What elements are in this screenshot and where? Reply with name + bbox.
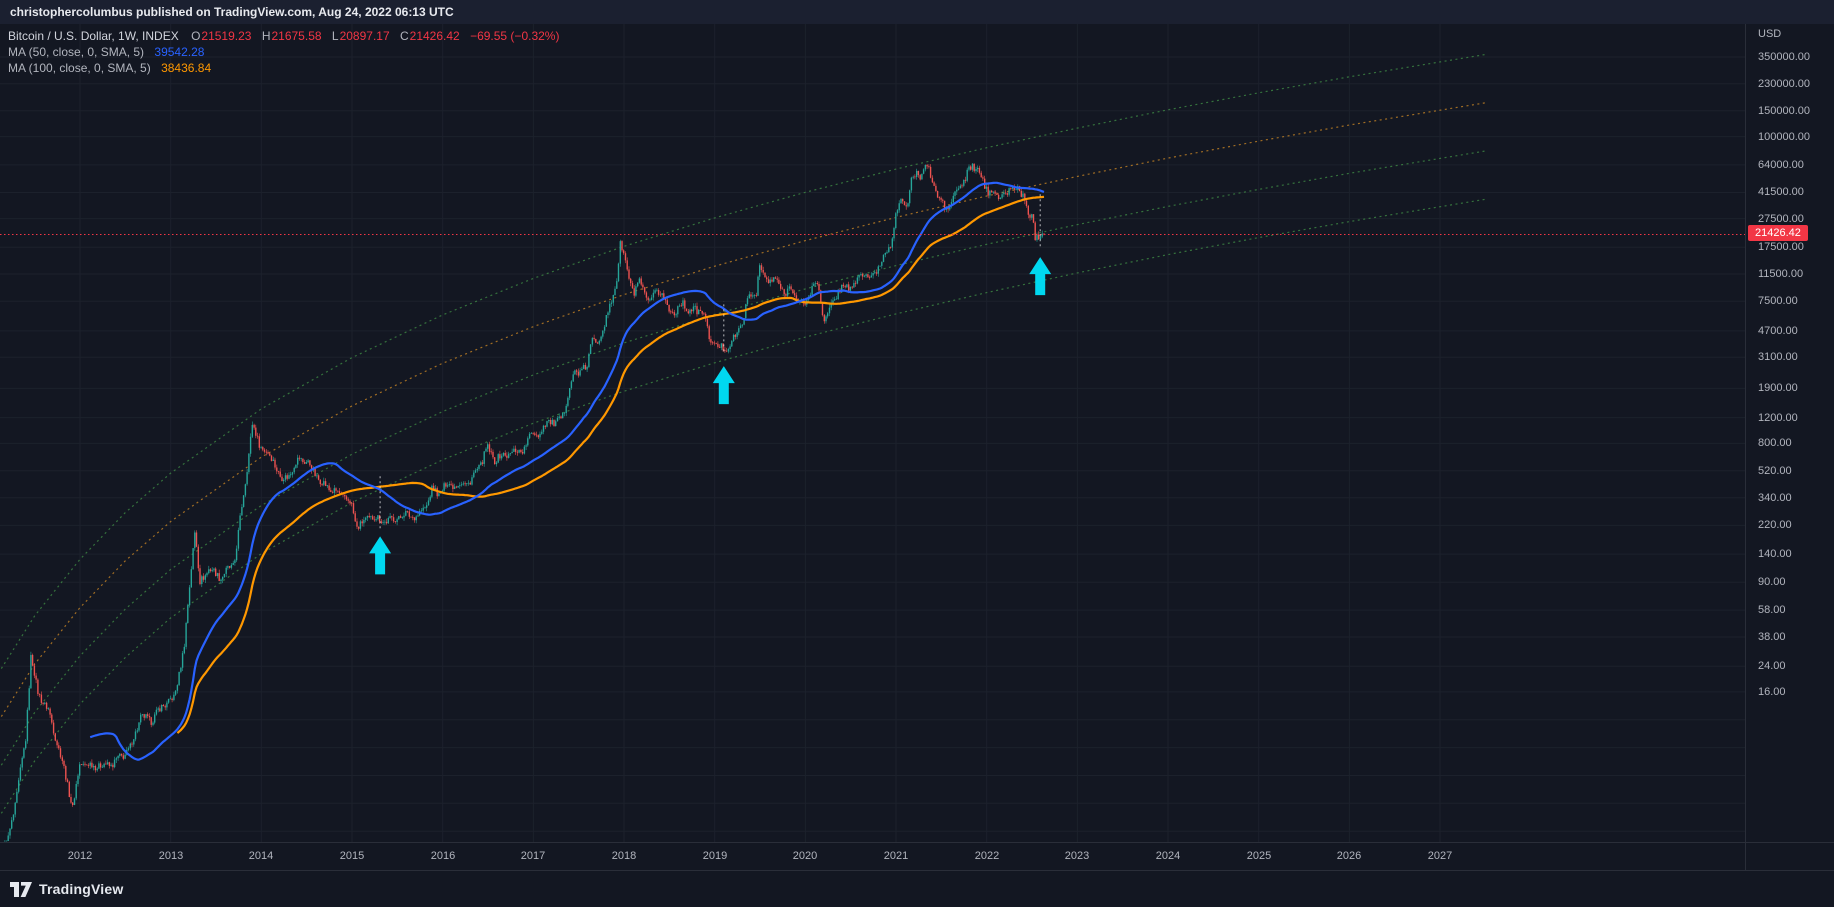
price-tick-label: 27500.00 xyxy=(1758,213,1804,225)
price-tick-label: 150000.00 xyxy=(1758,105,1810,117)
footer-bar: TradingView xyxy=(0,870,1834,907)
price-tick-label: 1200.00 xyxy=(1758,412,1798,424)
down-candle-bodies xyxy=(31,163,1045,805)
year-label: 2022 xyxy=(974,850,1000,862)
publish-banner: christophercolumbus published on Trading… xyxy=(0,0,1834,24)
up-candle-wicks xyxy=(7,163,1043,841)
price-chart-plot[interactable] xyxy=(0,24,1745,842)
price-tick-label: 800.00 xyxy=(1758,437,1792,449)
last-price-tag: 21426.42 xyxy=(1748,225,1808,241)
price-tick-label: 7500.00 xyxy=(1758,295,1798,307)
symbol-title: Bitcoin / U.S. Dollar, 1W, INDEX xyxy=(8,29,179,43)
ma50-line xyxy=(89,181,1045,761)
year-label: 2024 xyxy=(1155,850,1181,862)
year-label: 2018 xyxy=(611,850,637,862)
legend-ma100-row: MA (100, close, 0, SMA, 5) 38436.84 xyxy=(8,61,559,76)
tradingview-logo-text: TradingView xyxy=(39,881,124,897)
price-tick-label: 16.00 xyxy=(1758,686,1786,698)
price-tick-label: 90.00 xyxy=(1758,576,1786,588)
price-tick-label: 41500.00 xyxy=(1758,186,1804,198)
tradingview-logo[interactable]: TradingView xyxy=(10,881,123,898)
ma100-value: 38436.84 xyxy=(161,61,212,75)
price-tick-label: 230000.00 xyxy=(1758,78,1810,90)
year-label: 2021 xyxy=(883,850,909,862)
price-tick-label: 64000.00 xyxy=(1758,159,1804,171)
price-tick-label: 350000.00 xyxy=(1758,51,1810,63)
price-tick-label: 58.00 xyxy=(1758,604,1786,616)
year-label: 2012 xyxy=(67,850,93,862)
trend-curve-upper-resistance xyxy=(0,53,1486,672)
price-tick-label: 17500.00 xyxy=(1758,241,1804,253)
ohlc-low: L20897.17 xyxy=(331,29,390,43)
year-label: 2017 xyxy=(520,850,546,862)
up-arrow[interactable] xyxy=(1029,257,1052,296)
price-tick-label: 11500.00 xyxy=(1758,268,1804,280)
up-candle-bodies xyxy=(4,163,1043,842)
year-label: 2019 xyxy=(702,850,728,862)
ohlc-high: H21675.58 xyxy=(261,29,322,43)
price-tick-label: 100000.00 xyxy=(1758,131,1810,143)
legend-ma50-row: MA (50, close, 0, SMA, 5) 39542.28 xyxy=(8,45,559,60)
up-arrow[interactable] xyxy=(369,536,392,575)
publish-banner-text: christophercolumbus published on Trading… xyxy=(10,5,454,19)
legend: Bitcoin / U.S. Dollar, 1W, INDEX O21519.… xyxy=(8,29,559,77)
ma100-line xyxy=(176,195,1045,734)
year-label: 2016 xyxy=(430,850,456,862)
ma50-value: 39542.28 xyxy=(154,45,205,59)
year-label: 2027 xyxy=(1427,850,1453,862)
chart-area[interactable]: Bitcoin / U.S. Dollar, 1W, INDEX O21519.… xyxy=(0,24,1834,870)
ohlc-open: O21519.23 xyxy=(191,29,252,43)
grid-lines xyxy=(0,24,1745,842)
price-axis-separator xyxy=(1745,24,1746,870)
year-label: 2015 xyxy=(339,850,365,862)
price-axis-currency: USD xyxy=(1758,28,1782,40)
tradingview-logo-icon xyxy=(10,881,32,897)
up-arrow[interactable] xyxy=(712,366,735,405)
price-tick-label: 1900.00 xyxy=(1758,382,1798,394)
year-label: 2020 xyxy=(792,850,818,862)
trend-curve-support-curve xyxy=(0,198,1486,817)
year-label: 2026 xyxy=(1336,850,1362,862)
time-axis[interactable]: 2012 2013 2014 2015 2016 2017 2018 2019 2020 2021… xyxy=(0,842,1834,870)
year-label: 2013 xyxy=(158,850,184,862)
year-label: 2023 xyxy=(1064,850,1090,862)
down-candle-wicks xyxy=(32,163,1045,807)
ohlc-close: C21426.42 xyxy=(399,29,460,43)
ma100-label: MA (100, close, 0, SMA, 5) xyxy=(8,61,151,75)
year-label: 2025 xyxy=(1246,850,1272,862)
price-tick-label: 3100.00 xyxy=(1758,351,1798,363)
trend-curve-mid-channel xyxy=(0,102,1486,720)
price-axis[interactable]: USD 21426.42 350000.00 230000.00 150000.00… xyxy=(1746,24,1834,842)
price-tick-label: 340.00 xyxy=(1758,492,1792,504)
trend-curve-lower-channel xyxy=(0,150,1486,769)
change-value: −69.55 (−0.32%) xyxy=(470,29,560,43)
price-tick-label: 4700.00 xyxy=(1758,325,1798,337)
price-tick-label: 220.00 xyxy=(1758,519,1792,531)
ma50-label: MA (50, close, 0, SMA, 5) xyxy=(8,45,145,59)
year-label: 2014 xyxy=(248,850,274,862)
price-tick-label: 24.00 xyxy=(1758,660,1786,672)
legend-symbol-row: Bitcoin / U.S. Dollar, 1W, INDEX O21519.… xyxy=(8,29,559,44)
price-tick-label: 38.00 xyxy=(1758,631,1786,643)
price-tick-label: 520.00 xyxy=(1758,465,1792,477)
price-tick-label: 140.00 xyxy=(1758,548,1792,560)
